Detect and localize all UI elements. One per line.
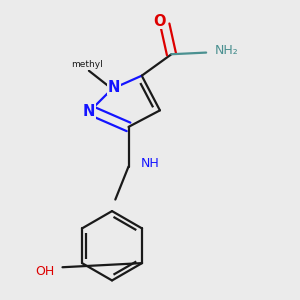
Text: NH₂: NH₂: [214, 44, 238, 57]
Text: N: N: [107, 80, 120, 95]
Text: N: N: [83, 104, 95, 119]
Text: methyl: methyl: [71, 60, 103, 69]
Text: O: O: [154, 14, 166, 29]
Text: NH: NH: [141, 158, 160, 170]
Text: OH: OH: [35, 265, 54, 278]
